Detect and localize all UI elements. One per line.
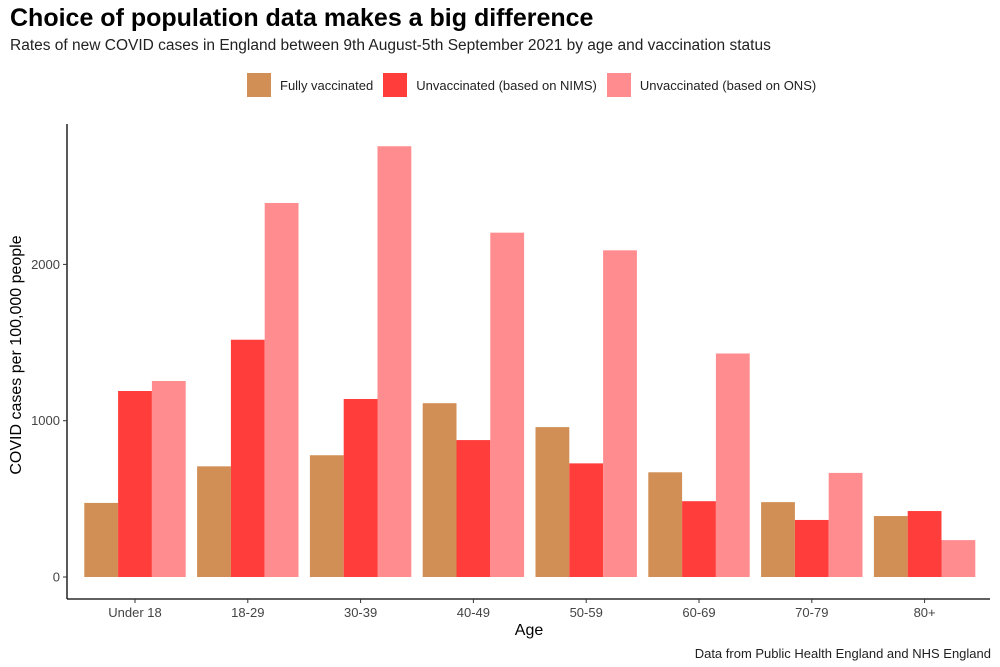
y-tick-label-0: 0 <box>53 570 60 585</box>
legend-item-fully-vaccinated: Fully vaccinated <box>247 73 373 97</box>
legend-swatch-fully-vaccinated <box>247 73 271 97</box>
bar-80-fully-vaccinated <box>873 516 908 577</box>
bar-70-79-unvaccinated-based-on-nims <box>794 519 829 577</box>
bar-80-unvaccinated-based-on-ons <box>941 540 976 577</box>
bar-under-18-unvaccinated-based-on-ons <box>151 380 186 577</box>
bar-under-18-fully-vaccinated <box>84 502 119 577</box>
bar-40-49-fully-vaccinated <box>422 403 457 577</box>
x-tick-label-70-79: 70-79 <box>795 605 828 620</box>
bar-60-69-unvaccinated-based-on-ons <box>715 353 750 577</box>
legend-item-unvaccinated-ons: Unvaccinated (based on ONS) <box>606 73 817 97</box>
bar-18-29-fully-vaccinated <box>197 466 231 577</box>
x-tick-label-80: 80+ <box>914 605 936 620</box>
bar-30-39-fully-vaccinated <box>309 455 344 577</box>
x-tick-label-under-18: Under 18 <box>108 605 161 620</box>
bar-18-29-unvaccinated-based-on-ons <box>264 202 299 577</box>
chart-title: Choice of population data makes a big di… <box>10 4 594 32</box>
y-axis-label: COVID cases per 100,000 people <box>8 235 25 474</box>
x-tick-label-18-29: 18-29 <box>231 605 264 620</box>
legend-swatch-unvaccinated-nims <box>383 73 408 97</box>
x-tick-label-40-49: 40-49 <box>457 605 490 620</box>
y-tick-label-2000: 2000 <box>31 257 60 272</box>
bar-70-79-unvaccinated-based-on-ons <box>828 472 863 577</box>
bar-80-unvaccinated-based-on-nims <box>907 511 942 577</box>
bar-50-59-unvaccinated-based-on-nims <box>569 463 604 577</box>
x-tick-label-50-59: 50-59 <box>570 605 603 620</box>
legend-label-unvaccinated-nims: Unvaccinated (based on NIMS) <box>416 77 597 93</box>
x-axis: Under 18 18-29 30-39 40-49 50-59 60-69 70-79 80… <box>67 598 990 620</box>
y-axis: 0 1000 2000 <box>31 124 68 599</box>
legend-label-fully-vaccinated: Fully vaccinated <box>280 77 374 93</box>
x-axis-label: Age <box>515 622 544 639</box>
bar-30-39-unvaccinated-based-on-ons <box>377 146 412 578</box>
bar-40-49-unvaccinated-based-on-nims <box>456 440 491 577</box>
bar-60-69-unvaccinated-based-on-nims <box>682 501 716 577</box>
x-tick-label-60-69: 60-69 <box>682 605 715 620</box>
bar-40-49-unvaccinated-based-on-ons <box>490 232 525 578</box>
chart-subtitle: Rates of new COVID cases in England betw… <box>10 37 771 54</box>
y-tick-label-1000: 1000 <box>31 413 60 428</box>
legend-item-unvaccinated-nims: Unvaccinated (based on NIMS) <box>383 73 597 97</box>
bar-70-79-fully-vaccinated <box>761 502 795 577</box>
chart-caption: Data from Public Health England and NHS … <box>694 646 991 661</box>
bar-under-18-unvaccinated-based-on-nims <box>118 391 152 577</box>
bar-50-59-fully-vaccinated <box>535 427 570 577</box>
bar-30-39-unvaccinated-based-on-nims <box>343 398 378 577</box>
legend: Fully vaccinated Unvaccinated (based on … <box>247 73 826 97</box>
bars-group <box>84 146 976 578</box>
x-tick-label-30-39: 30-39 <box>344 605 377 620</box>
bar-60-69-fully-vaccinated <box>648 472 683 577</box>
legend-label-unvaccinated-ons: Unvaccinated (based on ONS) <box>639 77 817 93</box>
bar-18-29-unvaccinated-based-on-nims <box>230 339 265 577</box>
bar-50-59-unvaccinated-based-on-ons <box>603 250 637 577</box>
legend-swatch-unvaccinated-ons <box>606 73 631 97</box>
